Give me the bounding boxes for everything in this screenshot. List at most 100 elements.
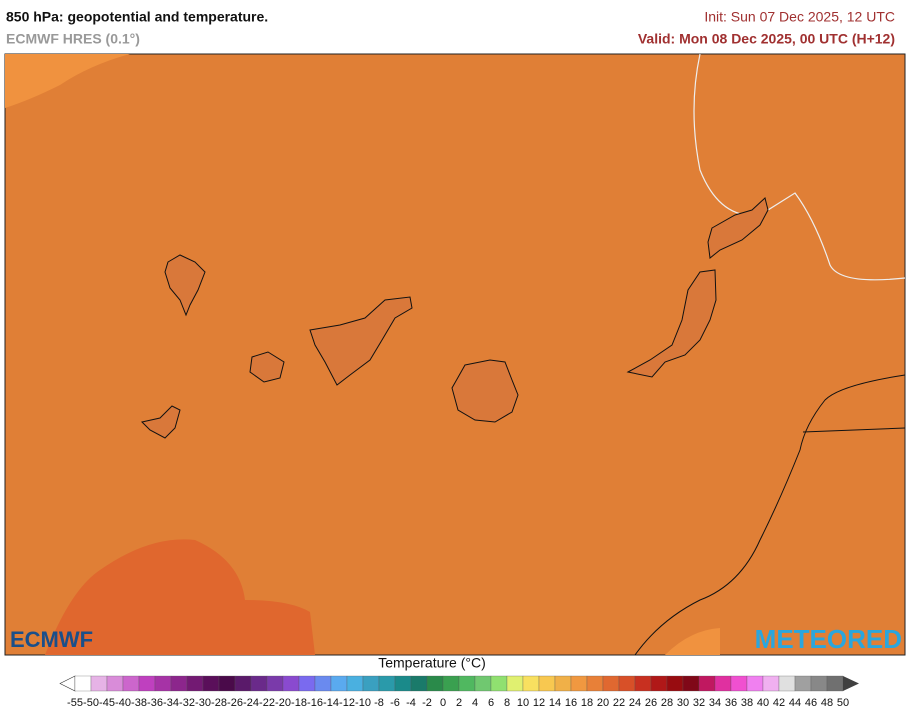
- colorbar-swatch: [746, 675, 764, 692]
- colorbar-tick-label: -30: [195, 697, 211, 709]
- warm-patch-2: [665, 628, 720, 655]
- colorbar-swatch: [74, 675, 92, 692]
- colorbar-swatch: [730, 675, 748, 692]
- colorbar-tick-label: 18: [581, 697, 593, 709]
- colorbar-tick-label: -55: [67, 697, 83, 709]
- colorbar-swatch: [826, 675, 844, 692]
- ecmwf-logo: ECMWF: [10, 627, 93, 652]
- colorbar-swatch: [810, 675, 828, 692]
- warm-patch: [5, 54, 130, 108]
- colorbar-swatch: [346, 675, 364, 692]
- colorbar-tick-label: 38: [741, 697, 753, 709]
- cool-patch: [45, 539, 315, 655]
- colorbar-swatch: [490, 675, 508, 692]
- colorbar-swatch: [586, 675, 604, 692]
- meteored-logo: METEORED: [755, 624, 902, 654]
- island: [626, 269, 717, 378]
- colorbar-tick-label: 44: [789, 697, 801, 709]
- colorbar: -55 -50 -45 -40 -38 -36 -34 -32 -30 -28 -26 -24 -22-…: [59, 675, 859, 709]
- colorbar-tick-label: -26: [227, 697, 243, 709]
- colorbar-swatch: [458, 675, 476, 692]
- colorbar-swatch: [154, 675, 172, 692]
- colorbar-tick-label: 16: [565, 697, 577, 709]
- colorbar-tick-label: -32: [179, 697, 195, 709]
- colorbar-tick-label: 6: [488, 697, 494, 709]
- colorbar-tick-label: 0: [440, 697, 446, 709]
- init-time: Init: Sun 07 Dec 2025, 12 UTC: [704, 9, 895, 25]
- colorbar-tick-label: 30: [677, 697, 689, 709]
- colorbar-tick-label: -24: [243, 697, 259, 709]
- colorbar-swatch: [538, 675, 556, 692]
- colorbar-tick-label: -2: [422, 697, 432, 709]
- colorbar-swatch: [106, 675, 124, 692]
- colorbar-tick-label: -10: [355, 697, 371, 709]
- colorbar-swatch: [522, 675, 540, 692]
- colorbar-under: [59, 675, 76, 692]
- colorbar-tick-label: -40: [115, 697, 131, 709]
- colorbar-tick-label: 24: [629, 697, 641, 709]
- colorbar-swatch: [650, 675, 668, 692]
- colorbar-swatch: [410, 675, 428, 692]
- colorbar-tick-label: 20: [597, 697, 609, 709]
- colorbar-tick-label: -18: [291, 697, 307, 709]
- colorbar-tick-label: -4: [406, 697, 416, 709]
- colorbar-swatch: [442, 675, 460, 692]
- colorbar-tick-label: -28: [211, 697, 227, 709]
- colorbar-swatch: [506, 675, 524, 692]
- colorbar-tick-label: 50: [837, 697, 849, 709]
- colorbar-tick-label: -38: [131, 697, 147, 709]
- colorbar-tick-label: 42: [773, 697, 785, 709]
- colorbar-tick-label: 2: [456, 697, 462, 709]
- colorbar-swatch: [282, 675, 300, 692]
- colorbar-swatch: [378, 675, 396, 692]
- colorbar-swatch: [202, 675, 220, 692]
- island: [451, 359, 519, 423]
- colorbar-swatch: [234, 675, 252, 692]
- colorbar-swatch: [474, 675, 492, 692]
- colorbar-tick-label: -36: [147, 697, 163, 709]
- colorbar-over: [843, 676, 859, 691]
- colorbar-tick-label: -20: [275, 697, 291, 709]
- colorbar-tick-label: 4: [472, 697, 478, 709]
- island: [141, 405, 181, 439]
- colorbar-swatch: [426, 675, 444, 692]
- island: [309, 296, 413, 386]
- colorbar-swatch: [602, 675, 620, 692]
- colorbar-swatch: [618, 675, 636, 692]
- colorbar-tick-label: 46: [805, 697, 817, 709]
- colorbar-swatch: [362, 675, 380, 692]
- colorbar-tick-label: 34: [709, 697, 721, 709]
- colorbar-swatch: [682, 675, 700, 692]
- colorbar-tick-label: 48: [821, 697, 833, 709]
- border: [802, 427, 906, 433]
- colorbar-swatch: [298, 675, 316, 692]
- colorbar-tick-label: 26: [645, 697, 657, 709]
- colorbar-tick-label: 32: [693, 697, 705, 709]
- colorbar-tick-label: -6: [390, 697, 400, 709]
- colorbar-tick-label: -45: [99, 697, 115, 709]
- colorbar-tick-label: -22: [259, 697, 275, 709]
- colorbar-swatch: [394, 675, 412, 692]
- subtitle: ECMWF HRES (0.1°): [6, 31, 140, 47]
- colorbar-swatch: [666, 675, 684, 692]
- colorbar-label: Temperature (°C): [378, 655, 486, 671]
- colorbar-tick-label: 22: [613, 697, 625, 709]
- colorbar-swatch: [314, 675, 332, 692]
- colorbar-swatch: [250, 675, 268, 692]
- colorbar-swatch: [218, 675, 236, 692]
- colorbar-tick-label: -34: [163, 697, 179, 709]
- colorbar-tick-label: -50: [83, 697, 99, 709]
- colorbar-swatch: [266, 675, 284, 692]
- colorbar-tick-label: -14: [323, 697, 339, 709]
- colorbar-swatch: [330, 675, 348, 692]
- colorbar-swatch: [186, 675, 204, 692]
- colorbar-tick-label: 8: [504, 697, 510, 709]
- colorbar-swatch: [778, 675, 796, 692]
- colorbar-swatch: [90, 675, 108, 692]
- colorbar-swatch: [122, 675, 140, 692]
- colorbar-tick-label: 12: [533, 697, 545, 709]
- coastline: [634, 374, 906, 656]
- colorbar-swatch: [554, 675, 572, 692]
- map: ECMWF METEORED: [4, 53, 906, 656]
